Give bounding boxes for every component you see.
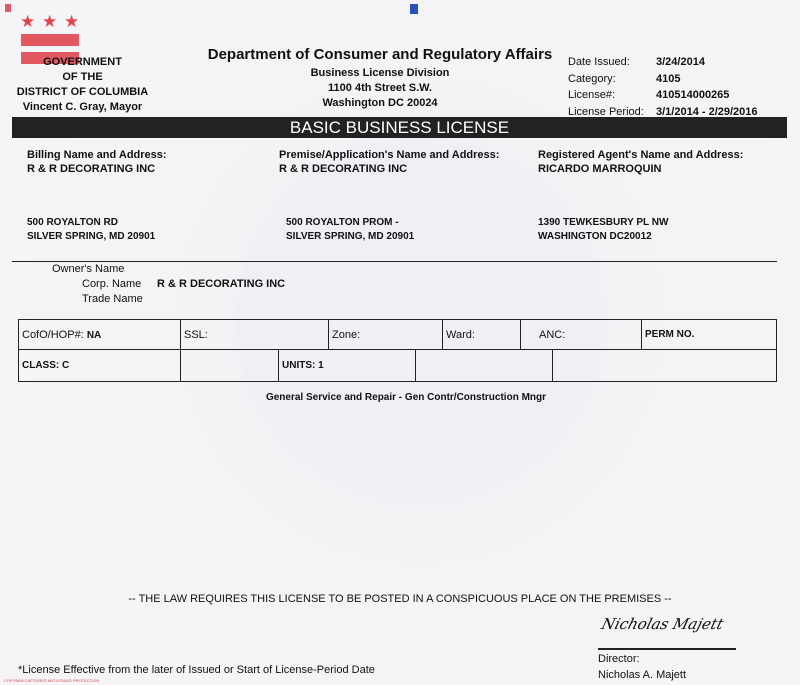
divider bbox=[12, 261, 777, 262]
owner-block: Owner's Name Corp. Name R & R DECORATING … bbox=[52, 263, 286, 305]
billing-address: Billing Name and Address: R & R DECORATIN… bbox=[27, 149, 167, 242]
star-icon: ★ bbox=[64, 12, 80, 31]
agent-address: Registered Agent's Name and Address: RICA… bbox=[538, 149, 744, 242]
director-block: Director: Nicholas A. Majett bbox=[598, 653, 687, 681]
security-mark: COPYBAN CAPTURE® ANTI-FRAUD PROTECTION bbox=[4, 678, 100, 683]
premise-address: Premise/Application's Name and Address: R… bbox=[279, 149, 500, 242]
license-details-row2: CLASS: C UNITS: 1 bbox=[18, 349, 777, 382]
license-title: BASIC BUSINESS LICENSE bbox=[12, 117, 787, 138]
director-signature: Nicholas Majett bbox=[599, 615, 726, 633]
star-icon: ★ bbox=[42, 12, 58, 31]
posting-notice: -- THE LAW REQUIRES THIS LICENSE TO BE P… bbox=[128, 593, 672, 605]
business-activity: General Service and Repair - Gen Contr/C… bbox=[265, 392, 547, 403]
government-block: GOVERNMENT OF THE DISTRICT OF COLUMBIA V… bbox=[16, 56, 149, 113]
star-icon: ★ bbox=[20, 12, 36, 31]
license-details-grid: CofO/HOP#: NA SSL: Zone: Ward: ANC: PERM… bbox=[18, 319, 777, 350]
department-name: Department of Consumer and Regulatory Af… bbox=[207, 46, 553, 63]
license-meta: Date Issued: 3/24/2014 Category: 4105 Lice… bbox=[568, 56, 758, 118]
blue-corner-mark bbox=[410, 4, 418, 14]
red-corner-mark bbox=[5, 4, 11, 12]
effective-footnote: *License Effective from the later of Iss… bbox=[18, 664, 375, 676]
department-block: Department of Consumer and Regulatory Af… bbox=[200, 46, 560, 111]
signature-line bbox=[598, 648, 736, 650]
